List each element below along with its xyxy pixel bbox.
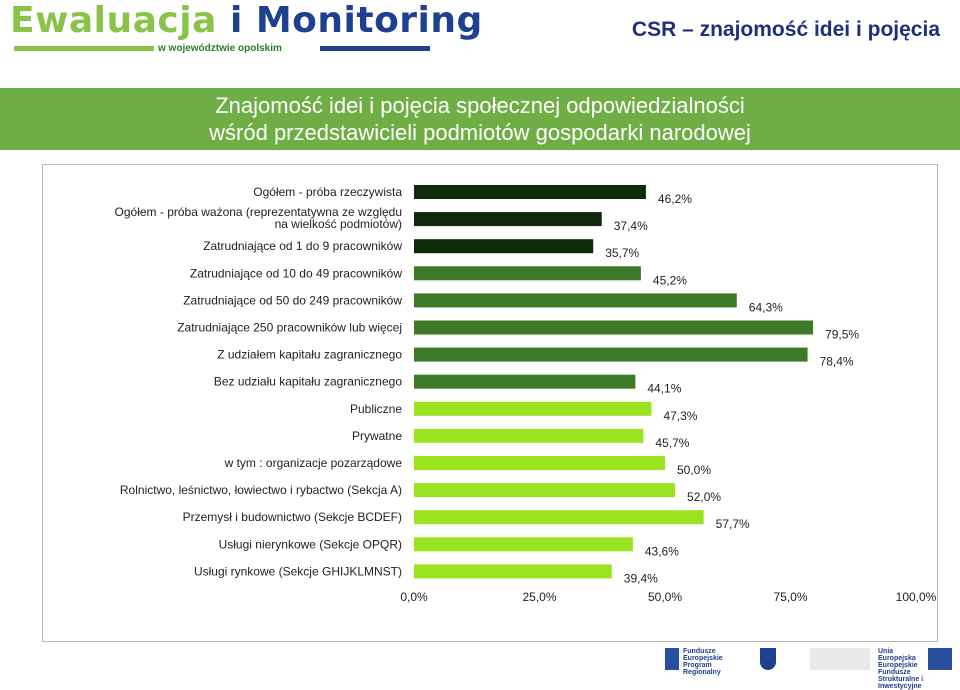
- x-tick-label: 75,0%: [773, 590, 807, 604]
- x-tick-label: 25,0%: [522, 590, 556, 604]
- bar: [414, 456, 665, 470]
- x-tick-label: 50,0%: [648, 590, 682, 604]
- bar: [414, 510, 704, 525]
- eu-union-sub: Europejskie Fundusze Strukturalne i Inwe…: [878, 662, 924, 690]
- data-label: 46,2%: [658, 192, 692, 206]
- eu-flag-icon: [928, 648, 952, 670]
- bar-chart: 46,2% Ogółem - próba rzeczywista 37,4% Ogół…: [115, 185, 937, 604]
- category-label: Bez udziału kapitału zagranicznego: [214, 375, 402, 389]
- eu-funds-label: Fundusze Europejskie Program Regionalny: [683, 648, 728, 676]
- category-label: Usługi nierynkowe (Sekcje OPQR): [219, 537, 402, 551]
- category-label: Zatrudniające od 50 do 249 pracowników: [183, 293, 402, 307]
- footer-logos: Fundusze Europejskie Program Regionalny …: [0, 644, 960, 690]
- data-label: 44,1%: [647, 382, 681, 396]
- category-label: Przemysł i budownictwo (Sekcje BCDEF): [183, 510, 402, 524]
- bar: [414, 266, 641, 281]
- category-label: Prywatne: [352, 429, 402, 443]
- data-label: 43,6%: [645, 544, 679, 558]
- category-label: Zatrudniające od 1 do 9 pracowników: [203, 239, 402, 253]
- banner-line-2: wśród przedstawicieli podmiotów gospodar…: [209, 120, 751, 145]
- category-label: Z udziałem kapitału zagranicznego: [217, 348, 402, 362]
- page-title: CSR – znajomość idei i pojęcia: [631, 18, 940, 41]
- eu-funds-title: Fundusze Europejskie: [683, 648, 723, 662]
- bar: [414, 239, 594, 254]
- category-label: Publiczne: [350, 402, 402, 416]
- bar: [414, 293, 737, 308]
- data-label: 50,0%: [677, 463, 711, 477]
- category-label: Zatrudniające 250 pracowników lub więcej: [177, 321, 402, 335]
- category-label: Rolnictwo, leśnictwo, łowiectwo i rybact…: [120, 483, 402, 497]
- data-label: 79,5%: [825, 328, 859, 342]
- bar: [414, 564, 612, 579]
- logo-subtitle: w województwie opolskim: [158, 43, 282, 54]
- data-label: 47,3%: [663, 409, 697, 423]
- category-label: Ogółem - próba ważona (reprezentatywna z…: [115, 205, 402, 231]
- category-label: Usługi rynkowe (Sekcje GHIJKLMNST): [194, 564, 402, 578]
- banner-line-1: Znajomość idei i pojęcia społecznej odpo…: [215, 93, 745, 118]
- bar: [414, 537, 633, 552]
- category-label: Ogółem - próba rzeczywista: [253, 185, 402, 199]
- logo-underline-green: [14, 46, 154, 51]
- x-tick-label: 0,0%: [400, 590, 428, 604]
- chart-panel: 46,2% Ogółem - próba rzeczywista 37,4% Ogół…: [42, 164, 938, 642]
- eu-union-label: Unia Europejska Europejskie Fundusze Str…: [878, 648, 928, 690]
- bar: [414, 185, 646, 199]
- data-label: 45,2%: [653, 273, 687, 287]
- eu-union-title: Unia Europejska: [878, 648, 916, 662]
- logo-wordmark: Ewaluacja i Monitoring: [10, 0, 483, 41]
- bar: [414, 428, 644, 443]
- data-label: 39,4%: [624, 571, 658, 585]
- logo-underline-blue: [320, 46, 430, 51]
- data-label: 35,7%: [605, 246, 639, 260]
- eu-funds-logo-icon: [665, 648, 679, 670]
- bar: [414, 401, 652, 416]
- eu-funds-sub: Program Regionalny: [683, 662, 721, 676]
- data-label: 57,7%: [716, 517, 750, 531]
- x-tick-label: 100,0%: [896, 590, 937, 604]
- opolskie-logo-icon: [810, 648, 870, 670]
- data-label: 45,7%: [655, 436, 689, 450]
- bar: [414, 320, 814, 335]
- opolskie-crest-icon: [760, 648, 776, 670]
- data-label: 37,4%: [614, 219, 648, 233]
- chart-banner: Znajomość idei i pojęcia społecznej odpo…: [0, 88, 960, 150]
- logo-word-ewaluacja: Ewaluacja: [10, 0, 217, 41]
- data-label: 52,0%: [687, 490, 721, 504]
- category-label: Zatrudniające od 10 do 49 pracowników: [190, 266, 402, 280]
- bar: [414, 483, 676, 498]
- bar: [414, 212, 602, 227]
- category-label: w tym : organizacje pozarządowe: [224, 456, 403, 470]
- bar: [414, 347, 808, 362]
- logo-word-i: i: [229, 0, 243, 41]
- data-label: 64,3%: [749, 300, 783, 314]
- bar: [414, 374, 636, 389]
- data-label: 78,4%: [820, 355, 854, 369]
- logo-word-monitoring: Monitoring: [255, 0, 483, 41]
